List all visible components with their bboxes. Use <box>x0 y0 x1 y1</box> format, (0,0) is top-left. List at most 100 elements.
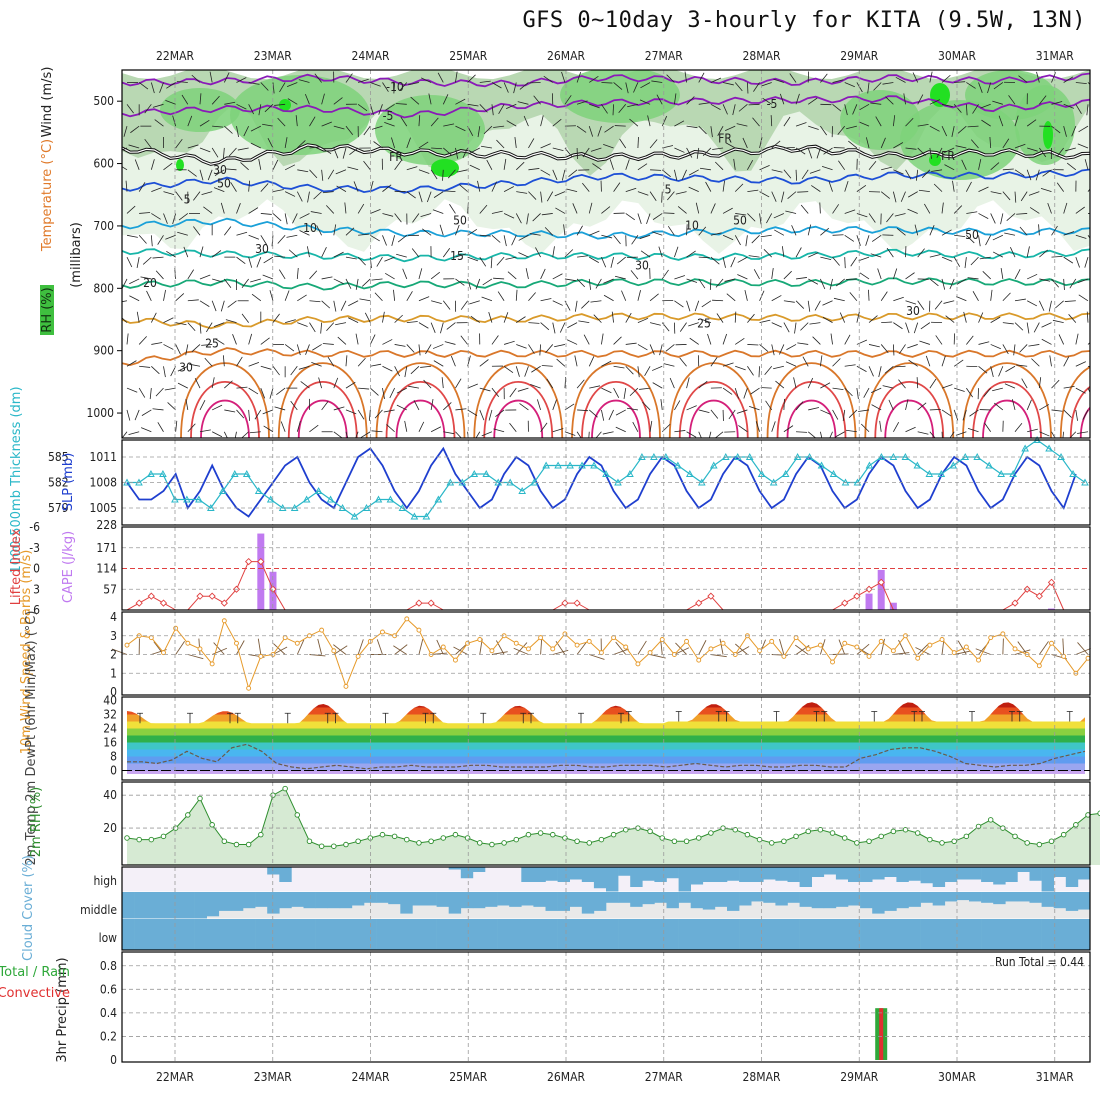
rh-contour-label: 50 <box>965 228 979 242</box>
temp-band <box>127 735 1085 743</box>
wind-barb <box>359 298 371 302</box>
wind-barb <box>859 272 870 280</box>
wind-barb <box>858 409 870 412</box>
wind-barb <box>333 377 339 389</box>
wind-barb <box>430 426 442 433</box>
cloud-cell-middle <box>182 892 195 919</box>
cloud-label-high: high <box>93 874 117 888</box>
isotherm-30 <box>122 347 1090 367</box>
cloud-cell-low <box>1041 919 1054 950</box>
wind-barb <box>418 169 430 174</box>
rh-point <box>647 828 653 835</box>
cloud-cell-high <box>860 867 873 882</box>
wind-barb <box>637 213 642 225</box>
wind-barb <box>503 340 515 345</box>
cloud-cell-middle <box>436 892 449 907</box>
wind-barb <box>1063 409 1072 418</box>
wind-barb <box>829 431 833 438</box>
ytick-label-li: 0 <box>33 562 40 576</box>
wind-barb <box>842 409 846 421</box>
wind-speed-point <box>574 642 580 648</box>
cloud-cell-middle <box>799 892 812 907</box>
wind-barb <box>814 300 821 311</box>
wind-barb <box>929 147 932 159</box>
wind-barb <box>382 82 389 92</box>
wind-barb <box>311 361 322 367</box>
wind-barb <box>393 289 396 301</box>
wind-barb <box>157 422 164 432</box>
wind-barb <box>674 120 685 127</box>
wind-barb <box>783 116 791 127</box>
temp-band <box>127 763 1085 771</box>
wind-barb <box>430 399 434 411</box>
legend-total-rain: Total / Rain <box>0 965 70 980</box>
wind-barb <box>614 275 626 280</box>
cloud-cell-high <box>799 867 812 887</box>
cloud-cell-high <box>448 867 462 870</box>
wind-barb <box>829 278 833 290</box>
wind-barb <box>661 269 669 280</box>
wind-barb <box>848 409 858 418</box>
cloud-cell-low <box>1077 919 1091 950</box>
rh-point <box>817 826 824 833</box>
wind-barb <box>957 125 967 134</box>
wind-barb <box>224 101 236 105</box>
rh-patch <box>560 70 680 123</box>
lifted-index-point <box>573 599 581 607</box>
cloud-cell-high <box>1029 867 1042 881</box>
wind-barb <box>488 409 493 421</box>
wind-barb <box>355 333 359 345</box>
wind-barb <box>122 300 128 303</box>
cloud-label-low: low <box>99 931 118 945</box>
cloud-cell-high <box>787 867 800 882</box>
wind-barb <box>990 289 993 301</box>
wind-barb <box>420 77 432 83</box>
wind-barb <box>345 381 356 389</box>
cloud-cell-low <box>860 919 873 950</box>
cloud-cell-low <box>388 919 401 950</box>
wind-speed-point <box>246 685 252 691</box>
cloud-cell-high <box>1065 867 1079 887</box>
cloud-cell-middle <box>279 892 292 909</box>
wind-barb <box>1002 191 1011 201</box>
wind-barb <box>637 366 640 378</box>
wind-barb <box>223 278 232 288</box>
wind-barb <box>1065 147 1076 152</box>
wind-barb <box>164 387 176 391</box>
grid-lines <box>122 70 1090 1062</box>
wind-barb <box>136 311 140 323</box>
wind-barb <box>669 377 675 389</box>
wind-barb <box>211 250 222 258</box>
wind-barb <box>858 121 870 127</box>
temp-minmax-bar <box>324 712 331 724</box>
wind-barb <box>541 365 553 367</box>
wind-barb <box>370 82 381 87</box>
wind-barb <box>807 377 814 389</box>
wind-barb <box>371 430 383 433</box>
wind-barb <box>978 365 988 374</box>
wind-barb <box>639 234 651 240</box>
wind-barb <box>333 224 337 236</box>
wind-barb <box>1021 378 1028 389</box>
wind-barb <box>272 213 282 222</box>
wind-barb <box>637 191 649 196</box>
wind-barb <box>475 431 481 438</box>
wind-barb <box>462 147 468 159</box>
wind-barb <box>204 357 213 367</box>
wind-barb <box>795 277 807 280</box>
cloud-cell-high <box>714 867 728 882</box>
wind-barb <box>832 387 844 391</box>
wind-barb <box>552 273 563 280</box>
wind-barb <box>1016 364 1028 367</box>
cloud-cell-low <box>243 919 256 950</box>
wind-barb <box>710 126 713 138</box>
ytick-label-precip: 0.8 <box>100 959 117 973</box>
wind-barb <box>821 166 833 171</box>
cloud-cell-middle <box>993 892 1006 905</box>
wind-barb <box>272 366 280 376</box>
lifted-index-point <box>245 557 253 566</box>
cape-bar <box>889 602 897 610</box>
wind-barb <box>1035 169 1040 181</box>
wind-barb <box>363 160 371 171</box>
wind-barb <box>300 381 310 389</box>
